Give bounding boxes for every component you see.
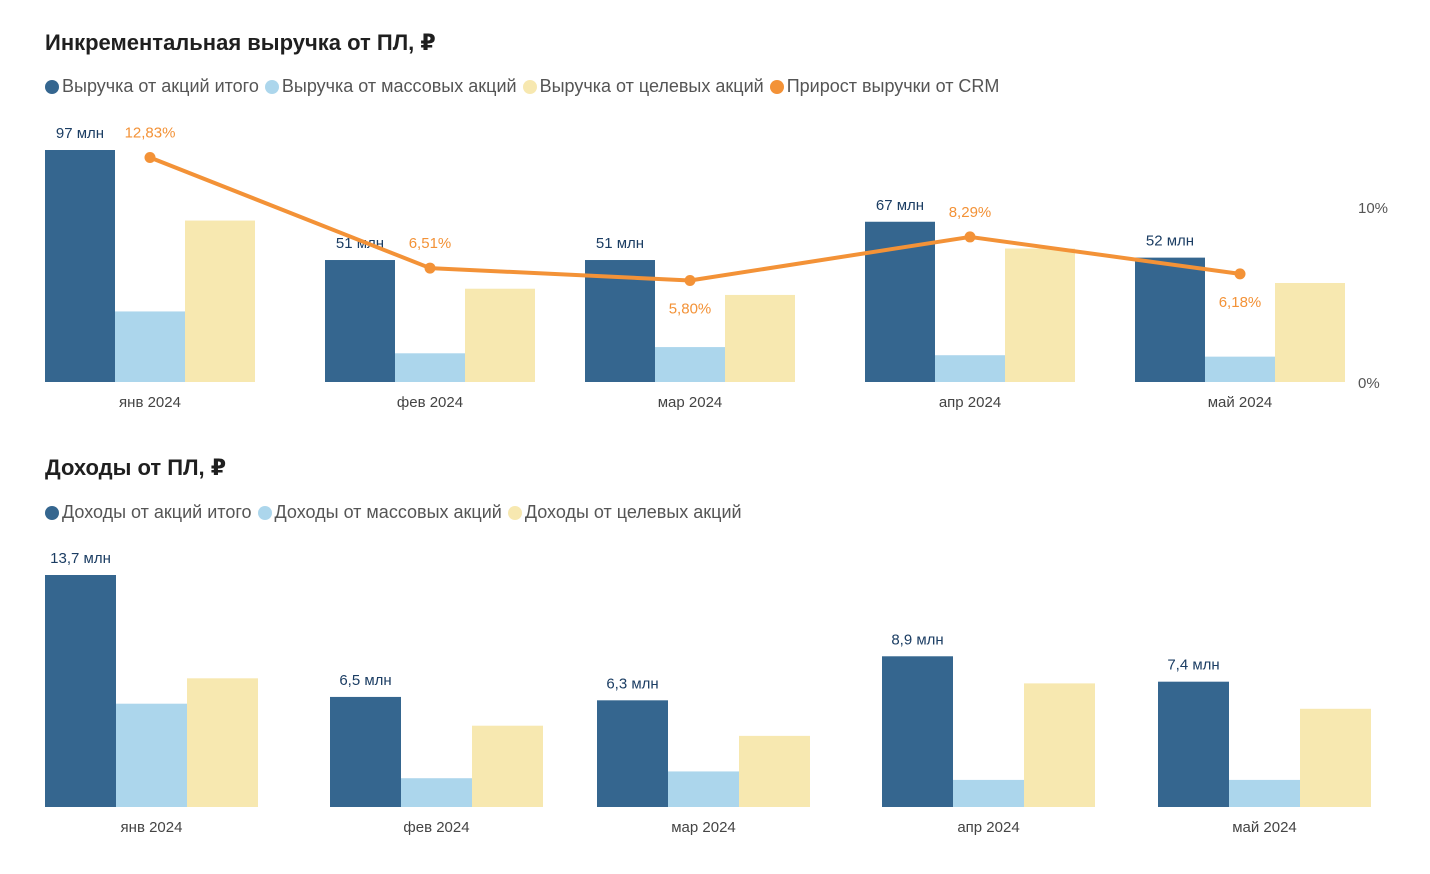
bar-target — [1005, 248, 1075, 382]
bar-target — [465, 288, 535, 382]
data-label: 6,5 млн — [339, 672, 391, 689]
chart2-legend: Доходы от акций итого Доходы от массовых… — [45, 502, 748, 523]
x-tick-label: апр 2024 — [939, 394, 1001, 411]
legend-dot-icon — [45, 79, 59, 94]
crm-growth-point — [424, 262, 436, 274]
x-tick-label: май 2024 — [1208, 394, 1273, 411]
bar-target — [1275, 282, 1345, 382]
x-tick-label: янв 2024 — [119, 394, 181, 411]
bar-target — [472, 725, 543, 807]
bar-target — [739, 735, 810, 807]
bar-mass — [395, 353, 465, 382]
legend-dot-icon — [507, 505, 522, 520]
x-tick-label: апр 2024 — [957, 819, 1019, 836]
x-tick-label: фев 2024 — [403, 819, 469, 836]
bar-mass — [401, 778, 472, 807]
bar-target — [187, 678, 258, 807]
x-tick-label: мар 2024 — [671, 819, 736, 836]
chart2-title: Доходы от ПЛ, ₽ — [45, 455, 227, 480]
x-tick-label: янв 2024 — [121, 819, 183, 836]
legend-item-mass[interactable]: Доходы от массовых акций — [257, 502, 502, 523]
chart1-legend: Выручка от акций итого Выручка от массов… — [45, 76, 1005, 97]
bar-mass — [655, 347, 725, 382]
bar-total — [1158, 681, 1229, 807]
legend-label: Доходы от массовых акций — [274, 502, 502, 522]
legend-label: Выручка от акций итого — [62, 76, 259, 96]
crm-growth-point — [964, 231, 976, 243]
bar-total — [325, 260, 395, 382]
legend-dot-icon — [45, 505, 59, 520]
bar-mass — [116, 703, 187, 807]
data-label: 13,7 млн — [50, 550, 111, 567]
line-data-label: 5,80% — [669, 301, 712, 318]
bar-total — [45, 575, 116, 807]
bar-total — [45, 150, 115, 382]
data-label: 51 млн — [336, 235, 384, 252]
legend-item-total[interactable]: Доходы от акций итого — [45, 502, 252, 523]
data-label: 7,4 млн — [1167, 657, 1219, 674]
bar-mass — [668, 771, 739, 807]
x-tick-label: мар 2024 — [658, 394, 723, 411]
crm-growth-point — [1234, 268, 1246, 280]
bar-total — [1135, 257, 1205, 382]
legend-item-target[interactable]: Выручка от целевых акций — [522, 76, 764, 97]
crm-growth-point — [144, 151, 156, 163]
legend-dot-icon — [264, 79, 279, 94]
bar-mass — [115, 311, 185, 382]
legend-label: Доходы от целевых акций — [524, 502, 742, 522]
line-data-label: 6,51% — [409, 235, 452, 252]
chart1-plot: янв 2024 97 млн фев 2024 51 млн мар 2024 51 м… — [45, 124, 1388, 411]
bar-target — [725, 294, 795, 382]
bar-mass — [1205, 356, 1275, 382]
legend-label: Выручка от массовых акций — [281, 76, 517, 96]
x-tick-label: май 2024 — [1232, 819, 1297, 836]
data-label: 97 млн — [56, 125, 104, 142]
crm-growth-point — [684, 275, 696, 286]
legend-item-crm[interactable]: Прирост выручки от CRM — [769, 76, 1000, 97]
data-label: 52 млн — [1146, 233, 1194, 250]
bar-target — [1300, 708, 1371, 807]
data-label: 6,3 млн — [606, 675, 658, 692]
bar-total — [882, 656, 953, 807]
bar-mass — [1229, 779, 1300, 807]
bar-total — [585, 260, 655, 382]
y2-tick-label: 0% — [1358, 375, 1380, 392]
legend-label: Прирост выручки от CRM — [786, 76, 1000, 96]
bar-total — [330, 696, 401, 807]
legend-dot-icon — [769, 79, 784, 94]
legend-item-mass[interactable]: Выручка от массовых акций — [264, 76, 517, 97]
legend-label: Выручка от целевых акций — [539, 76, 764, 96]
y2-tick-label: 10% — [1358, 200, 1388, 217]
line-data-label: 6,18% — [1219, 294, 1262, 311]
bar-mass — [935, 355, 1005, 382]
data-label: 8,9 млн — [891, 631, 943, 648]
line-data-label: 12,83% — [125, 124, 176, 141]
legend-item-target[interactable]: Доходы от целевых акций — [507, 502, 742, 523]
chart1-title: Инкрементальная выручка от ПЛ, ₽ — [45, 30, 436, 55]
legend-label: Доходы от акций итого — [62, 502, 252, 522]
data-label: 67 млн — [876, 197, 924, 214]
bar-mass — [953, 779, 1024, 807]
x-tick-label: фев 2024 — [397, 394, 463, 411]
bar-total — [597, 700, 668, 807]
legend-item-total[interactable]: Выручка от акций итого — [45, 76, 259, 97]
bar-target — [185, 220, 255, 382]
line-data-label: 8,29% — [949, 204, 992, 221]
data-label: 51 млн — [596, 235, 644, 252]
legend-dot-icon — [522, 79, 537, 94]
legend-dot-icon — [257, 505, 272, 520]
bar-target — [1024, 683, 1095, 807]
